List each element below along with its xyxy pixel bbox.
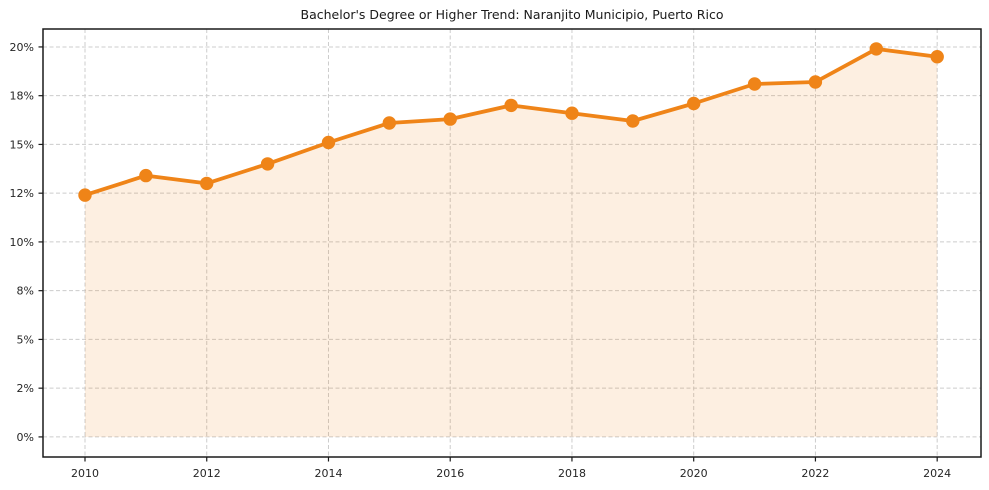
- chart-title: Bachelor's Degree or Higher Trend: Naran…: [300, 7, 724, 22]
- data-point-2010: [78, 188, 92, 202]
- x-tick-label: 2018: [558, 467, 586, 480]
- x-tick-label: 2016: [436, 467, 464, 480]
- data-point-2024: [930, 50, 944, 64]
- data-point-2012: [200, 176, 214, 191]
- y-tick-label: 5%: [17, 333, 34, 346]
- x-tick-label: 2012: [193, 467, 221, 480]
- y-tick-label: 0%: [17, 431, 34, 444]
- x-tick-label: 2010: [71, 467, 99, 480]
- y-tick-label: 2%: [17, 382, 34, 395]
- data-point-2021: [747, 77, 762, 91]
- x-tick-label: 2014: [314, 467, 342, 480]
- y-tick-label: 15%: [10, 138, 34, 151]
- data-point-2011: [139, 168, 153, 183]
- x-tick-label: 2024: [923, 467, 951, 480]
- axes-frame: [42, 28, 982, 458]
- data-point-2019: [626, 114, 640, 128]
- y-tick-label: 20%: [10, 41, 34, 54]
- x-tick-label: 2020: [680, 467, 708, 480]
- data-point-2017: [504, 98, 518, 113]
- x-tick-label: 2022: [801, 467, 829, 480]
- area-fill: [85, 48, 938, 437]
- data-point-2022: [808, 75, 823, 89]
- data-point-2018: [565, 106, 579, 120]
- data-point-2016: [443, 112, 457, 126]
- data-point-2014: [321, 135, 336, 150]
- data-point-2023: [869, 42, 883, 56]
- y-tick-label: 10%: [10, 236, 34, 249]
- data-point-2013: [260, 157, 275, 171]
- data-point-2015: [382, 116, 396, 130]
- y-tick-label: 12%: [10, 187, 34, 200]
- y-tick-label: 8%: [17, 285, 34, 298]
- y-tick-label: 18%: [10, 90, 34, 103]
- data-point-2020: [687, 96, 701, 111]
